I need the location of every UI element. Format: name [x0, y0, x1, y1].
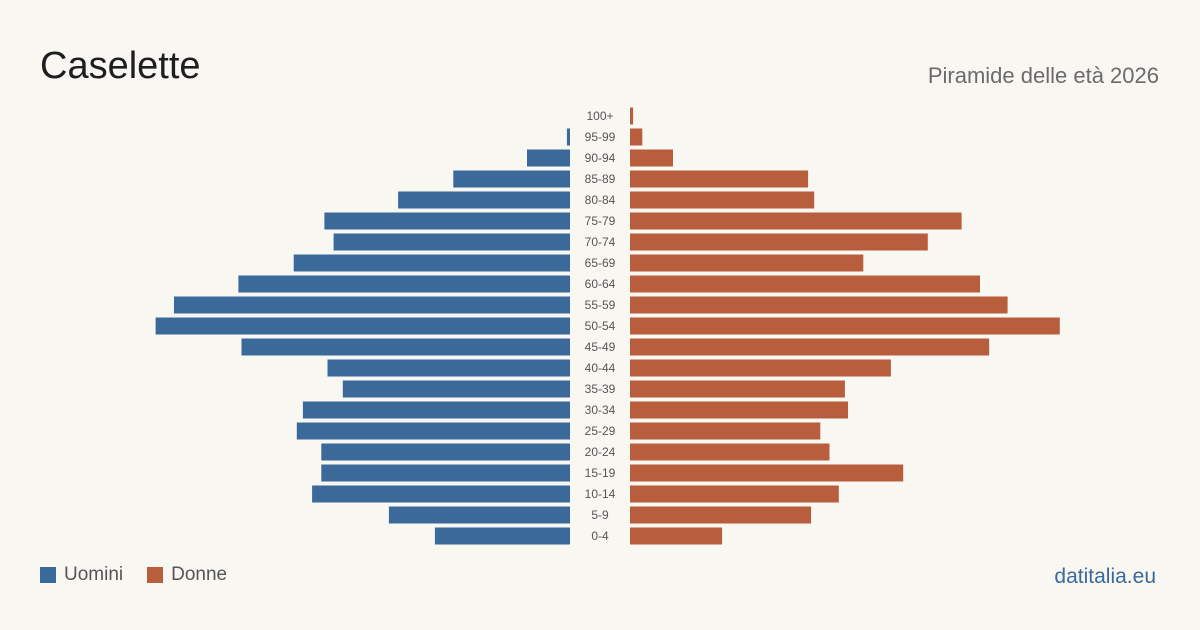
- bar-women-40-44: [630, 359, 891, 377]
- bar-women-100-plus: [630, 107, 634, 125]
- bar-men-85-89: [453, 170, 570, 188]
- bar-women-15-19: [630, 464, 904, 482]
- chart-subtitle: Piramide delle età 2026: [927, 63, 1159, 88]
- age-label-15-19: 15-19: [585, 466, 616, 480]
- age-label-65-69: 65-69: [585, 256, 616, 270]
- age-label-20-24: 20-24: [585, 445, 616, 459]
- age-label-45-49: 45-49: [585, 340, 616, 354]
- bar-men-20-24: [321, 443, 570, 461]
- bar-men-25-29: [296, 422, 570, 440]
- age-label-40-44: 40-44: [585, 361, 616, 375]
- legend-item-women: Donne: [147, 564, 227, 586]
- age-label-90-94: 90-94: [585, 151, 616, 165]
- bar-women-30-34: [630, 401, 848, 419]
- bar-women-60-64: [630, 275, 980, 293]
- bar-women-65-69: [630, 254, 864, 272]
- bar-women-20-24: [630, 443, 830, 461]
- bar-men-40-44: [327, 359, 570, 377]
- bar-women-45-49: [630, 338, 990, 356]
- legend-swatch-women: [147, 567, 164, 583]
- age-label-10-14: 10-14: [585, 487, 616, 501]
- bar-men-10-14: [312, 485, 570, 503]
- bar-women-35-39: [630, 380, 845, 398]
- legend-label-men: Uomini: [64, 564, 124, 585]
- age-label-100-plus: 100+: [586, 109, 613, 123]
- bar-men-70-74: [333, 233, 570, 251]
- bar-men-45-49: [241, 338, 570, 356]
- page-title: Caselette: [40, 45, 201, 87]
- bar-women-25-29: [630, 422, 821, 440]
- source-link[interactable]: datitalia.eu: [1054, 565, 1156, 588]
- age-label-75-79: 75-79: [585, 214, 616, 228]
- age-label-25-29: 25-29: [585, 424, 616, 438]
- bar-men-55-59: [174, 296, 570, 314]
- legend-label-women: Donne: [171, 564, 228, 585]
- bar-men-5-9: [388, 506, 570, 524]
- age-label-35-39: 35-39: [585, 382, 616, 396]
- bar-women-5-9: [630, 506, 812, 524]
- bar-men-95-99: [566, 128, 570, 146]
- age-label-5-9: 5-9: [591, 508, 609, 522]
- age-label-85-89: 85-89: [585, 172, 616, 186]
- bar-women-95-99: [630, 128, 643, 146]
- legend: Uomini Donne: [40, 564, 251, 586]
- bar-men-15-19: [321, 464, 570, 482]
- age-label-30-34: 30-34: [585, 403, 616, 417]
- bar-men-35-39: [342, 380, 570, 398]
- bar-women-80-84: [630, 191, 815, 209]
- bar-women-90-94: [630, 149, 673, 167]
- legend-swatch-men: [40, 567, 56, 583]
- legend-item-men: Uomini: [40, 564, 123, 586]
- bar-women-75-79: [630, 212, 962, 230]
- bar-men-0-4: [434, 527, 570, 545]
- bar-men-60-64: [238, 275, 570, 293]
- age-label-95-99: 95-99: [585, 130, 616, 144]
- bar-women-10-14: [630, 485, 839, 503]
- age-label-60-64: 60-64: [585, 277, 616, 291]
- bar-women-85-89: [630, 170, 809, 188]
- bar-men-65-69: [293, 254, 570, 272]
- age-label-0-4: 0-4: [591, 529, 609, 543]
- bar-women-0-4: [630, 527, 723, 545]
- bar-men-75-79: [324, 212, 570, 230]
- age-label-50-54: 50-54: [585, 319, 616, 333]
- bar-men-90-94: [527, 149, 570, 167]
- bar-men-30-34: [302, 401, 570, 419]
- bar-women-50-54: [630, 317, 1060, 335]
- age-label-70-74: 70-74: [585, 235, 616, 249]
- age-label-55-59: 55-59: [585, 298, 616, 312]
- bar-women-55-59: [630, 296, 1008, 314]
- age-label-80-84: 80-84: [585, 193, 616, 207]
- bar-men-80-84: [398, 191, 570, 209]
- bar-men-50-54: [155, 317, 570, 335]
- bar-women-70-74: [630, 233, 928, 251]
